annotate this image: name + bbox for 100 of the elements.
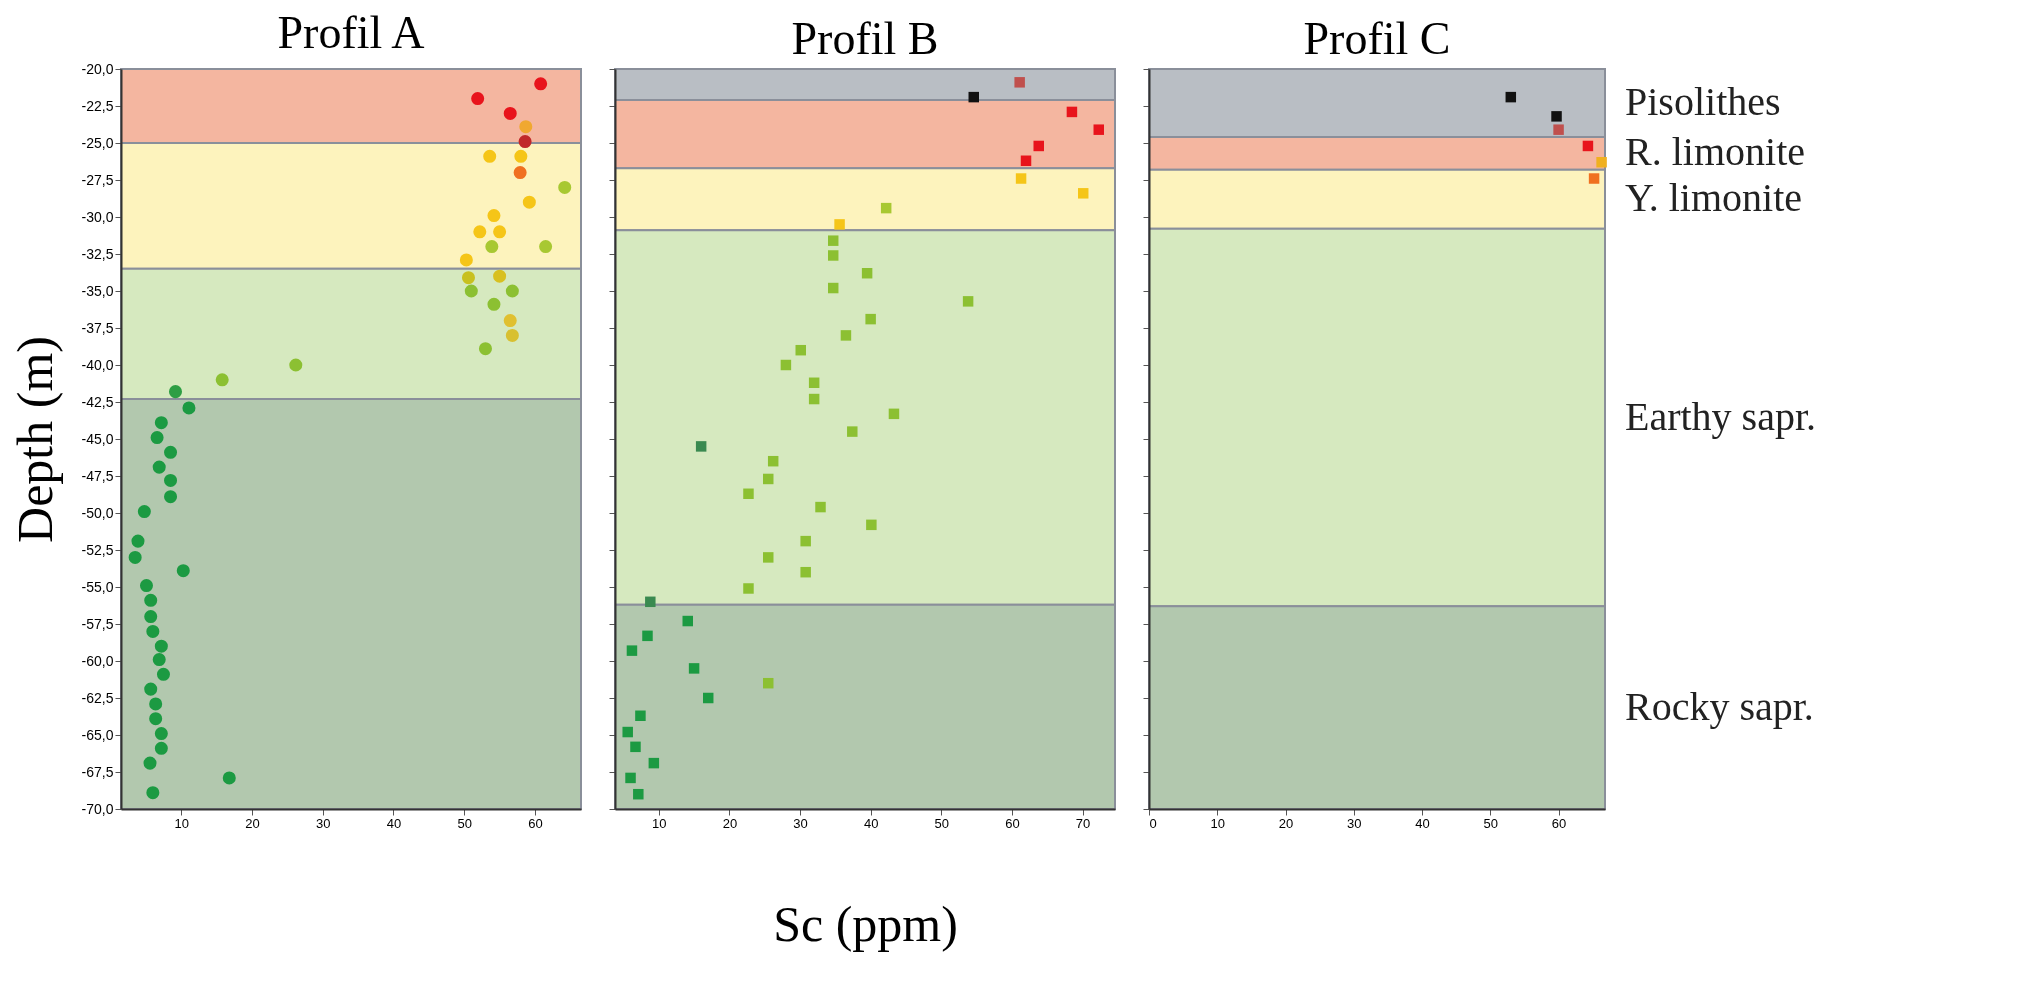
point	[513, 166, 527, 180]
point	[888, 408, 900, 420]
point	[471, 92, 485, 106]
band-label: Rocky sapr.	[1625, 683, 1814, 729]
y-tick-label: -55,0	[81, 578, 114, 595]
y-tick-label: -62,5	[81, 689, 114, 706]
band-label: Pisolithes	[1625, 79, 1781, 125]
point	[146, 624, 160, 638]
point	[827, 282, 839, 294]
point	[840, 330, 852, 341]
x-tick-label: 30	[793, 815, 808, 831]
point	[539, 240, 553, 254]
x-tick-label: 60	[1551, 815, 1567, 831]
x-tick-label: 0	[1149, 815, 1157, 831]
point	[1014, 77, 1025, 88]
point	[154, 639, 168, 653]
point	[518, 135, 532, 149]
point	[743, 583, 754, 594]
point	[503, 314, 517, 328]
point	[800, 535, 811, 547]
point	[847, 426, 858, 437]
point	[695, 441, 707, 452]
band-label: R. limonite	[1625, 129, 1805, 175]
point	[968, 91, 979, 103]
x-tick-label: 30	[1347, 815, 1362, 831]
point	[146, 786, 160, 800]
point	[633, 788, 644, 800]
point	[622, 726, 633, 738]
x-tick-label: 10	[1210, 815, 1225, 831]
band-label: Y. limonite	[1625, 175, 1803, 221]
point	[164, 445, 178, 459]
point	[144, 682, 158, 696]
point	[763, 473, 774, 485]
point	[702, 692, 714, 704]
x-tick-label: 50	[1483, 815, 1499, 831]
y-axis-title: Depth (m)	[6, 336, 63, 543]
point	[168, 385, 183, 399]
point	[808, 377, 820, 388]
point	[1020, 155, 1032, 166]
point	[763, 677, 774, 689]
point	[144, 610, 158, 624]
y-tick-label: -52,5	[81, 541, 114, 558]
point	[815, 501, 826, 513]
y-tick-label: -42,5	[81, 393, 114, 410]
band-label: Earthy sapr.	[1625, 393, 1817, 439]
point	[150, 431, 164, 445]
y-tick-label: -20,0	[81, 60, 114, 77]
point	[156, 667, 170, 681]
y-tick-label: -30,0	[81, 208, 114, 225]
y-tick-label: -25,0	[81, 134, 114, 151]
point	[1582, 140, 1594, 152]
x-tick-label: 60	[1005, 815, 1020, 831]
point	[1551, 111, 1562, 122]
y-tick-label: -70,0	[81, 800, 114, 817]
point	[483, 149, 497, 163]
point	[154, 741, 168, 755]
point	[478, 342, 492, 356]
x-tick-label: 50	[457, 815, 472, 831]
point	[152, 460, 166, 474]
point	[164, 490, 178, 504]
y-tick-label: -50,0	[81, 504, 114, 521]
point	[503, 106, 517, 120]
point	[182, 401, 196, 415]
point	[630, 741, 641, 753]
y-tick-label: -45,0	[81, 430, 114, 447]
point	[767, 455, 779, 467]
point	[131, 534, 145, 548]
point	[780, 359, 792, 371]
point	[176, 564, 190, 578]
x-tick-label: 40	[386, 815, 402, 831]
point	[795, 344, 806, 356]
point	[763, 552, 774, 563]
point	[215, 373, 229, 387]
point	[139, 579, 153, 593]
point	[642, 630, 653, 642]
point	[866, 519, 877, 531]
point	[144, 593, 158, 607]
point	[743, 488, 754, 499]
point	[648, 757, 660, 769]
point	[519, 120, 533, 134]
y-tick-label: -57,5	[81, 615, 114, 632]
point	[962, 296, 974, 307]
x-tick-label: 40	[1415, 815, 1430, 831]
point	[827, 250, 839, 261]
chart-title: Profil A	[277, 7, 425, 58]
point	[880, 202, 892, 214]
x-axis-title: Sc (ppm)	[773, 895, 958, 952]
point	[1505, 91, 1517, 103]
point	[154, 416, 168, 430]
y-tick-label: -60,0	[81, 652, 114, 669]
point	[1093, 124, 1104, 135]
x-tick-label: 30	[315, 815, 331, 831]
point	[626, 645, 638, 656]
point	[534, 77, 548, 91]
point	[861, 268, 873, 279]
point	[149, 712, 163, 726]
point	[1015, 173, 1027, 184]
point	[1077, 188, 1089, 199]
point	[522, 195, 536, 209]
point	[487, 297, 501, 311]
